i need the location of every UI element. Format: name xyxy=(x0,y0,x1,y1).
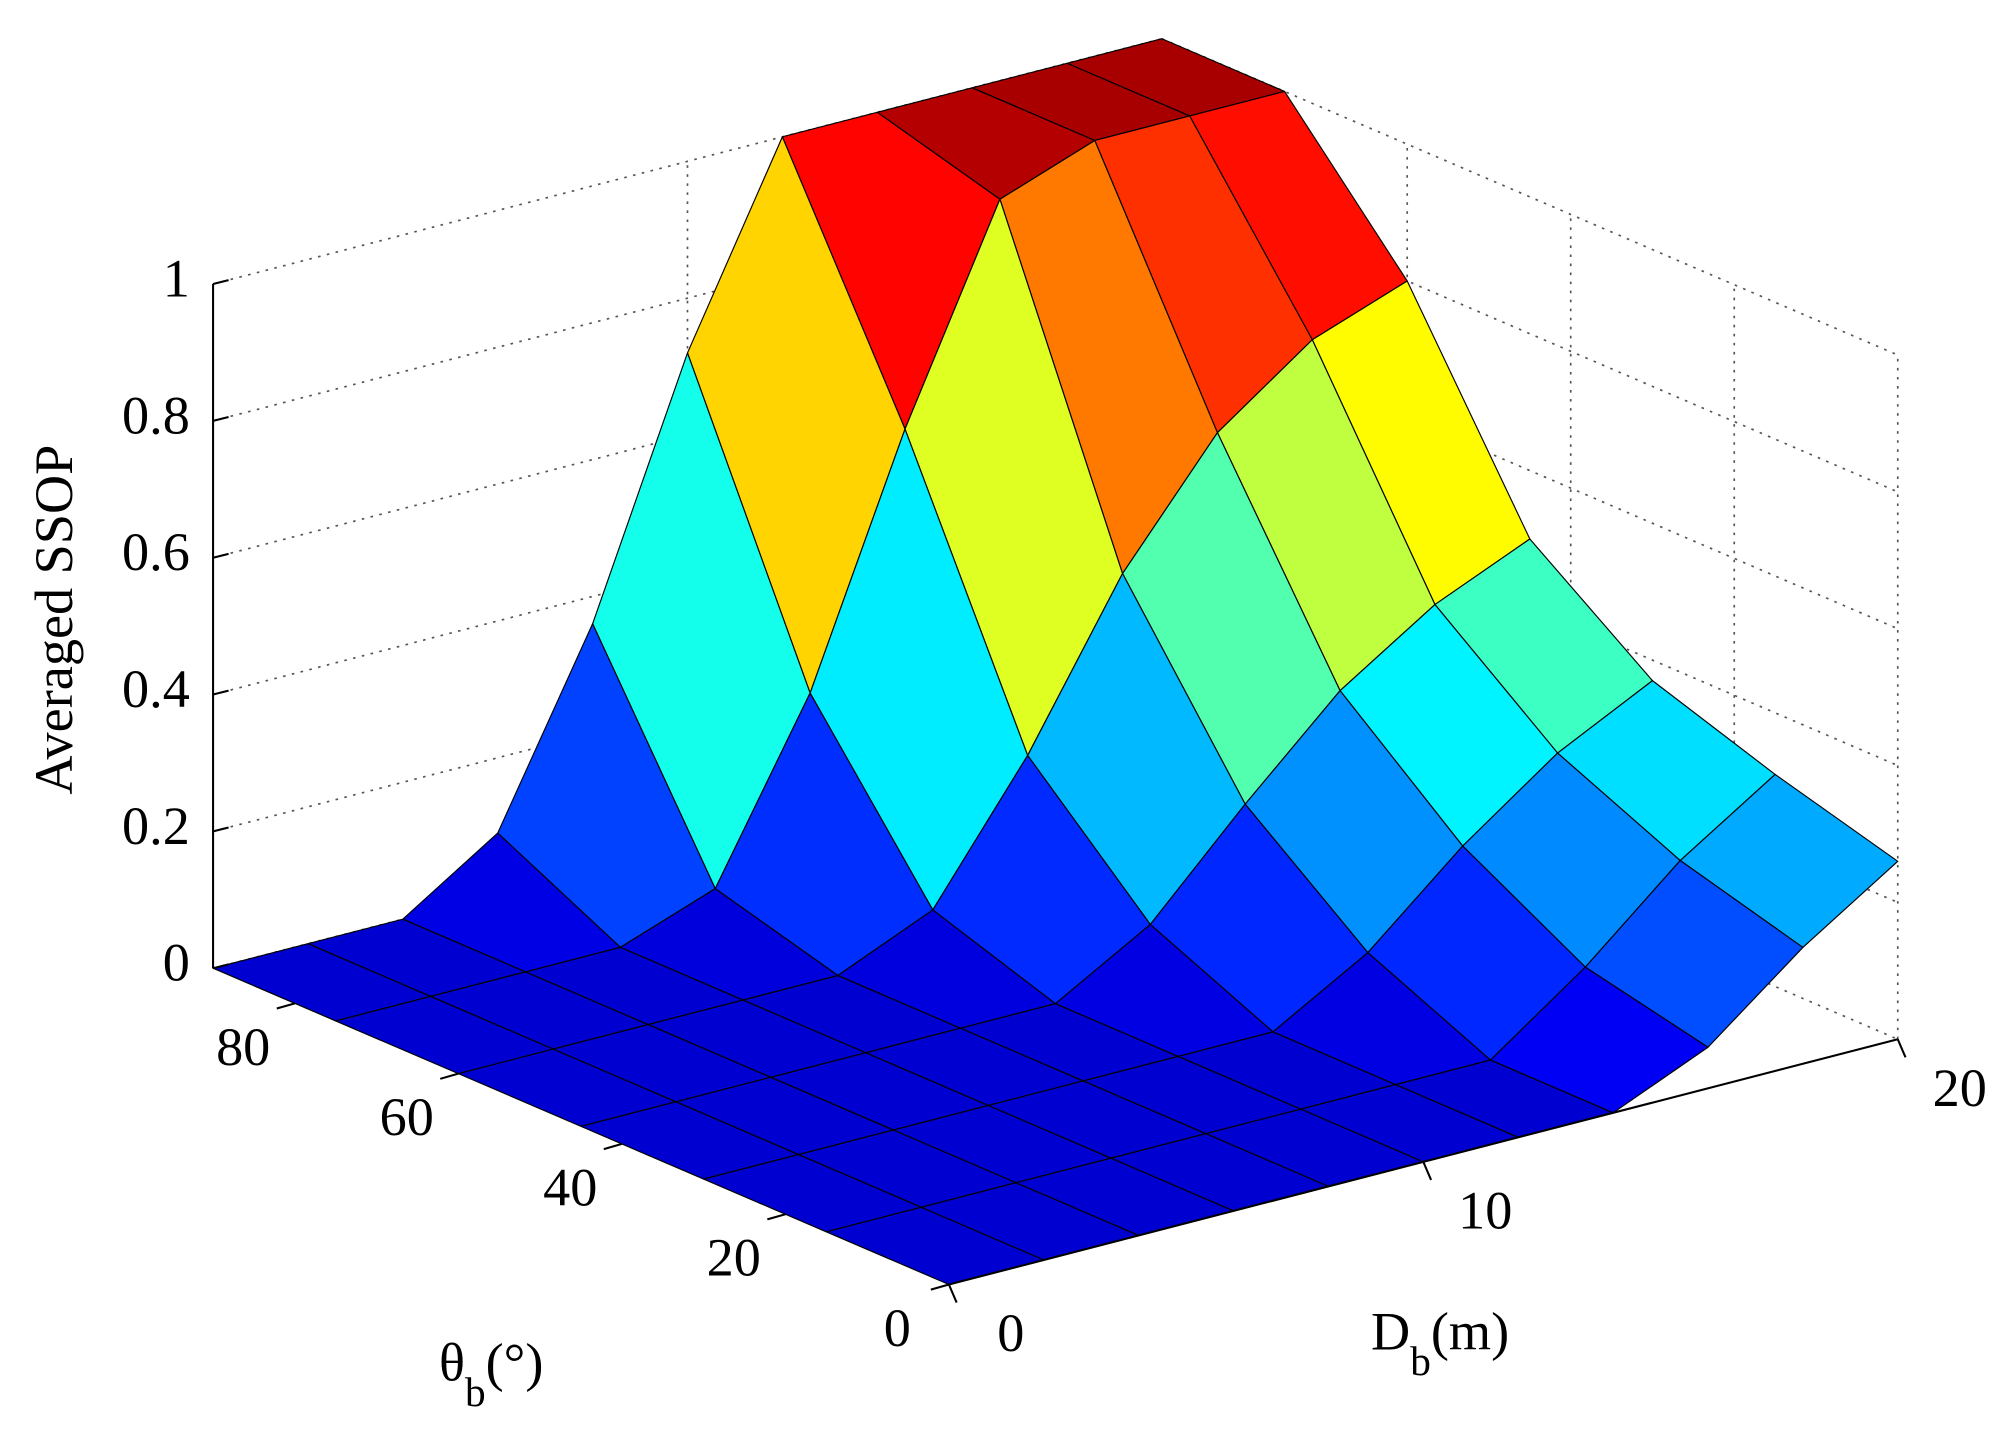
x-tick-label: 10 xyxy=(1458,1181,1512,1241)
y-tick xyxy=(767,1213,786,1221)
z-tick-label: 0.2 xyxy=(122,796,190,856)
y-tick-label: 60 xyxy=(380,1087,434,1147)
z-tick xyxy=(212,826,229,833)
x-axis-label: Db(m) xyxy=(1371,1302,1509,1384)
x-tick-label: 20 xyxy=(1933,1058,1987,1118)
z-tick xyxy=(212,415,229,422)
z-tick-label: 0.4 xyxy=(122,659,190,719)
y-tick xyxy=(930,1283,950,1291)
x-label-symbol: D xyxy=(1371,1302,1410,1362)
y-label-unit: (°) xyxy=(486,1333,544,1393)
y-label-symbol: θ xyxy=(439,1333,465,1393)
z-tick xyxy=(212,279,229,286)
y-tick xyxy=(603,1142,623,1151)
y-tick xyxy=(439,1072,459,1080)
z-tick xyxy=(212,689,229,696)
x-tick-label: 0 xyxy=(997,1303,1024,1363)
y-tick-label: 0 xyxy=(884,1298,911,1358)
z-tick-label: 0.6 xyxy=(122,522,190,582)
grid-line xyxy=(212,37,1163,285)
x-label-unit: (m) xyxy=(1431,1302,1509,1362)
y-tick-label: 80 xyxy=(216,1017,270,1077)
x-tick xyxy=(1422,1161,1433,1181)
grid-line xyxy=(212,174,1163,422)
x-label-sub: b xyxy=(1410,1338,1431,1384)
z-tick-label: 0.8 xyxy=(122,385,190,445)
y-tick-label: 20 xyxy=(707,1228,761,1288)
z-tick-label: 0 xyxy=(163,933,190,993)
surface xyxy=(212,38,1899,1286)
z-tick xyxy=(212,963,229,970)
x-tick xyxy=(947,1284,958,1303)
z-tick-label: 1 xyxy=(163,248,190,308)
y-tick xyxy=(276,1002,296,1010)
z-axis-label: Averaged SSOP xyxy=(24,445,84,795)
y-tick-label: 40 xyxy=(543,1157,597,1217)
x-tick xyxy=(1896,1038,1907,1058)
y-axis-label: θb(°) xyxy=(439,1333,543,1415)
z-tick xyxy=(212,552,229,559)
y-label-sub: b xyxy=(465,1369,486,1415)
